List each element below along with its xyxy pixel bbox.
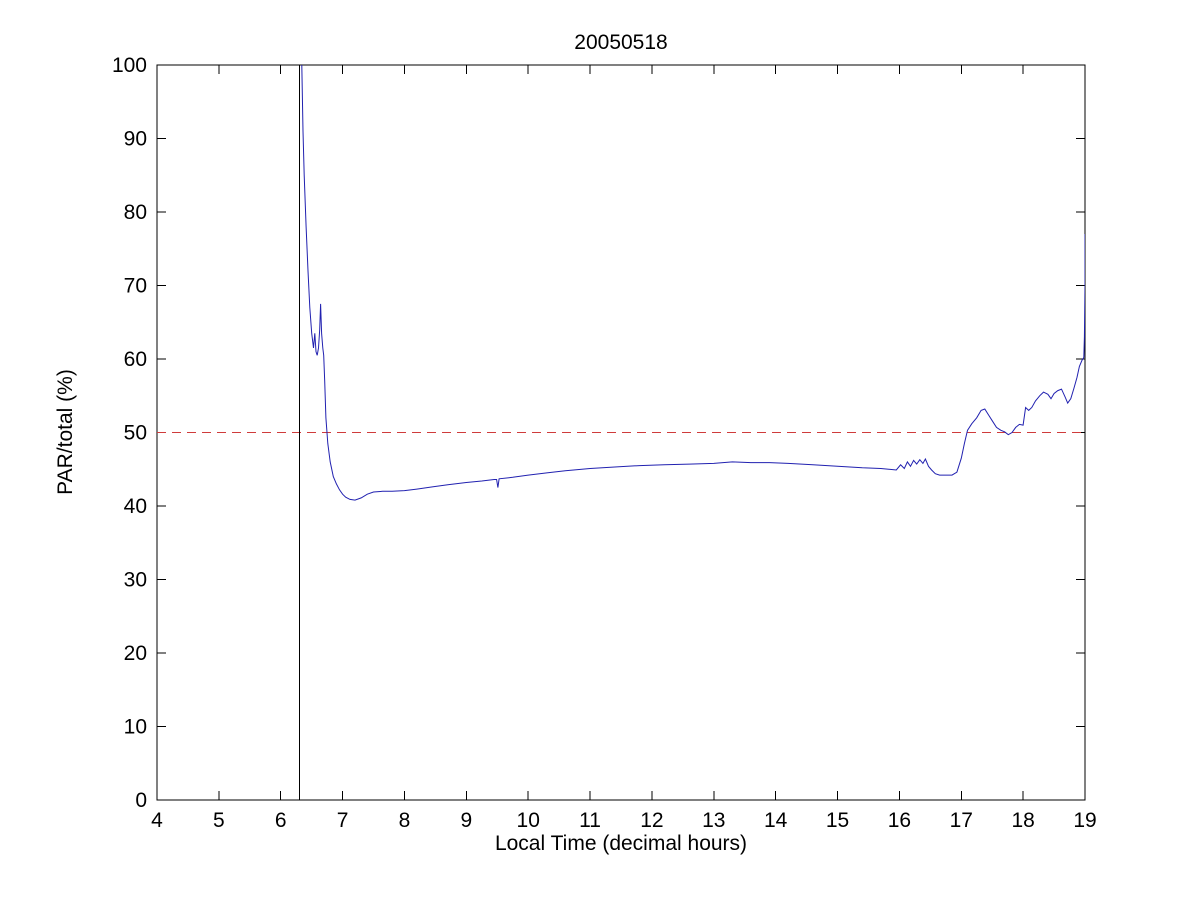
y-tick-label: 20 [124,642,147,665]
plot-layer: 4 5 6 7 8 9 10 11 12 13 14 15 16 17 18 19 0 10 20 30 40 50 60 7… [112,54,1097,832]
chart-title: 20050518 [574,31,667,54]
y-tick-label: 100 [112,54,147,77]
x-tick-label: 17 [950,809,973,832]
tick-marks [156,64,1086,801]
x-tick-label: 7 [337,809,349,832]
y-tick-label: 60 [124,348,147,371]
series-line [301,65,1085,501]
y-tick-label: 70 [124,275,147,298]
x-tick-label: 15 [826,809,849,832]
y-tick-label: 0 [135,789,147,812]
y-tick-label: 30 [124,569,147,592]
x-tick-label: 19 [1073,809,1096,832]
x-tick-label: 14 [764,809,788,832]
x-axis-label: Local Time (decimal hours) [495,832,747,855]
y-tick-label: 50 [124,422,147,445]
x-tick-label: 11 [579,809,601,832]
y-axis-label: PAR/total (%) [54,369,77,495]
tick-labels: 4 5 6 7 8 9 10 11 12 13 14 15 16 17 18 19 0 10 20 30 40 50 60 7… [112,54,1097,832]
x-tick-label: 6 [275,809,287,832]
x-tick-label: 10 [517,809,540,832]
x-tick-label: 8 [399,809,411,832]
y-tick-label: 90 [124,128,147,151]
x-tick-label: 4 [151,809,163,832]
y-tick-label: 10 [124,716,147,739]
x-tick-label: 18 [1011,809,1034,832]
x-tick-label: 13 [702,809,725,832]
x-tick-label: 16 [888,809,911,832]
x-tick-label: 12 [640,809,663,832]
x-tick-label: 5 [213,809,225,832]
x-tick-label: 9 [460,809,472,832]
y-tick-label: 80 [124,201,147,224]
y-tick-label: 40 [124,495,147,518]
